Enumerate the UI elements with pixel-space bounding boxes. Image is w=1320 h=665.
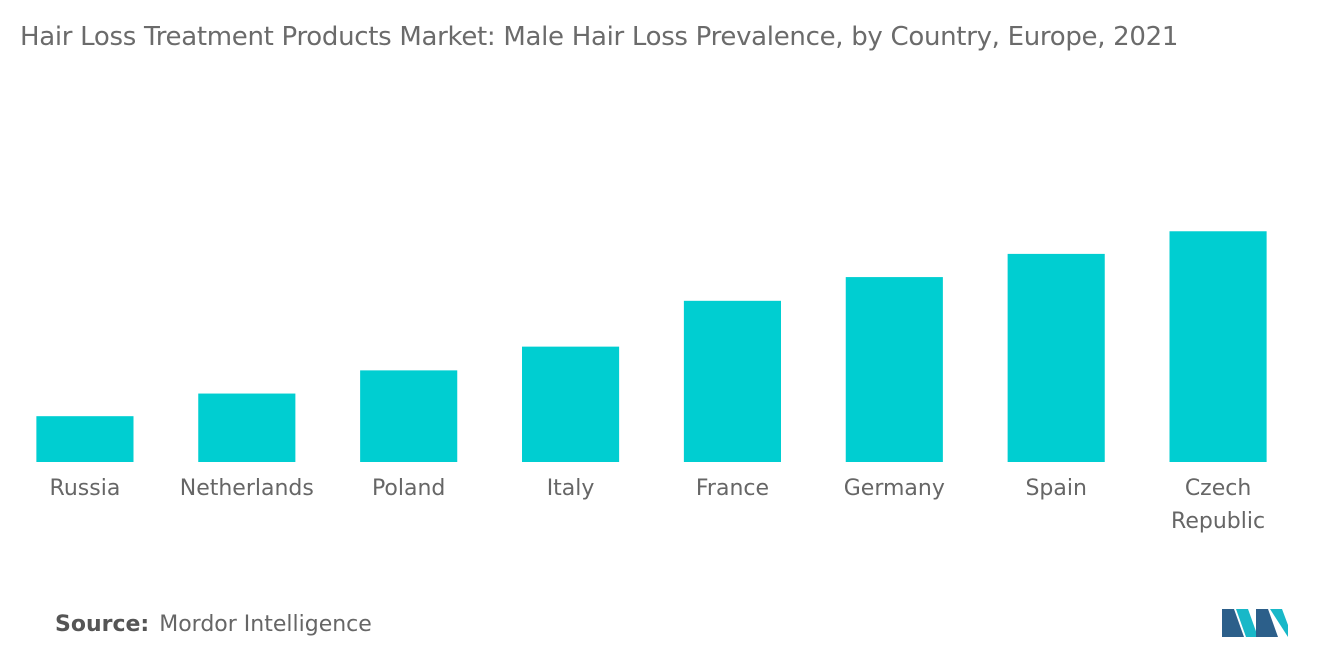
x-tick-label: France (695, 476, 770, 501)
logo (1222, 609, 1288, 637)
x-tick-label: Russia (49, 476, 121, 501)
source: Source: Mordor Intelligence (55, 612, 372, 637)
bar (522, 346, 620, 462)
bar (360, 370, 458, 462)
source-text: Mordor Intelligence (159, 612, 372, 637)
x-tick-label: Czech Republic (1171, 476, 1266, 534)
chart-title: Hair Loss Treatment Products Market: Mal… (20, 22, 1179, 52)
x-tick-label: Netherlands (179, 476, 314, 501)
source-label: Source: (55, 612, 150, 637)
x-tick-label: Italy (546, 476, 595, 501)
bar (845, 277, 943, 462)
bar (1169, 231, 1267, 462)
x-tick-label: Spain (1025, 476, 1087, 501)
bar (198, 393, 296, 462)
x-tick-label: Germany (843, 476, 945, 501)
bar (36, 416, 134, 462)
bar (683, 300, 781, 462)
x-tick-label: Poland (371, 476, 446, 501)
bar (1007, 253, 1105, 462)
